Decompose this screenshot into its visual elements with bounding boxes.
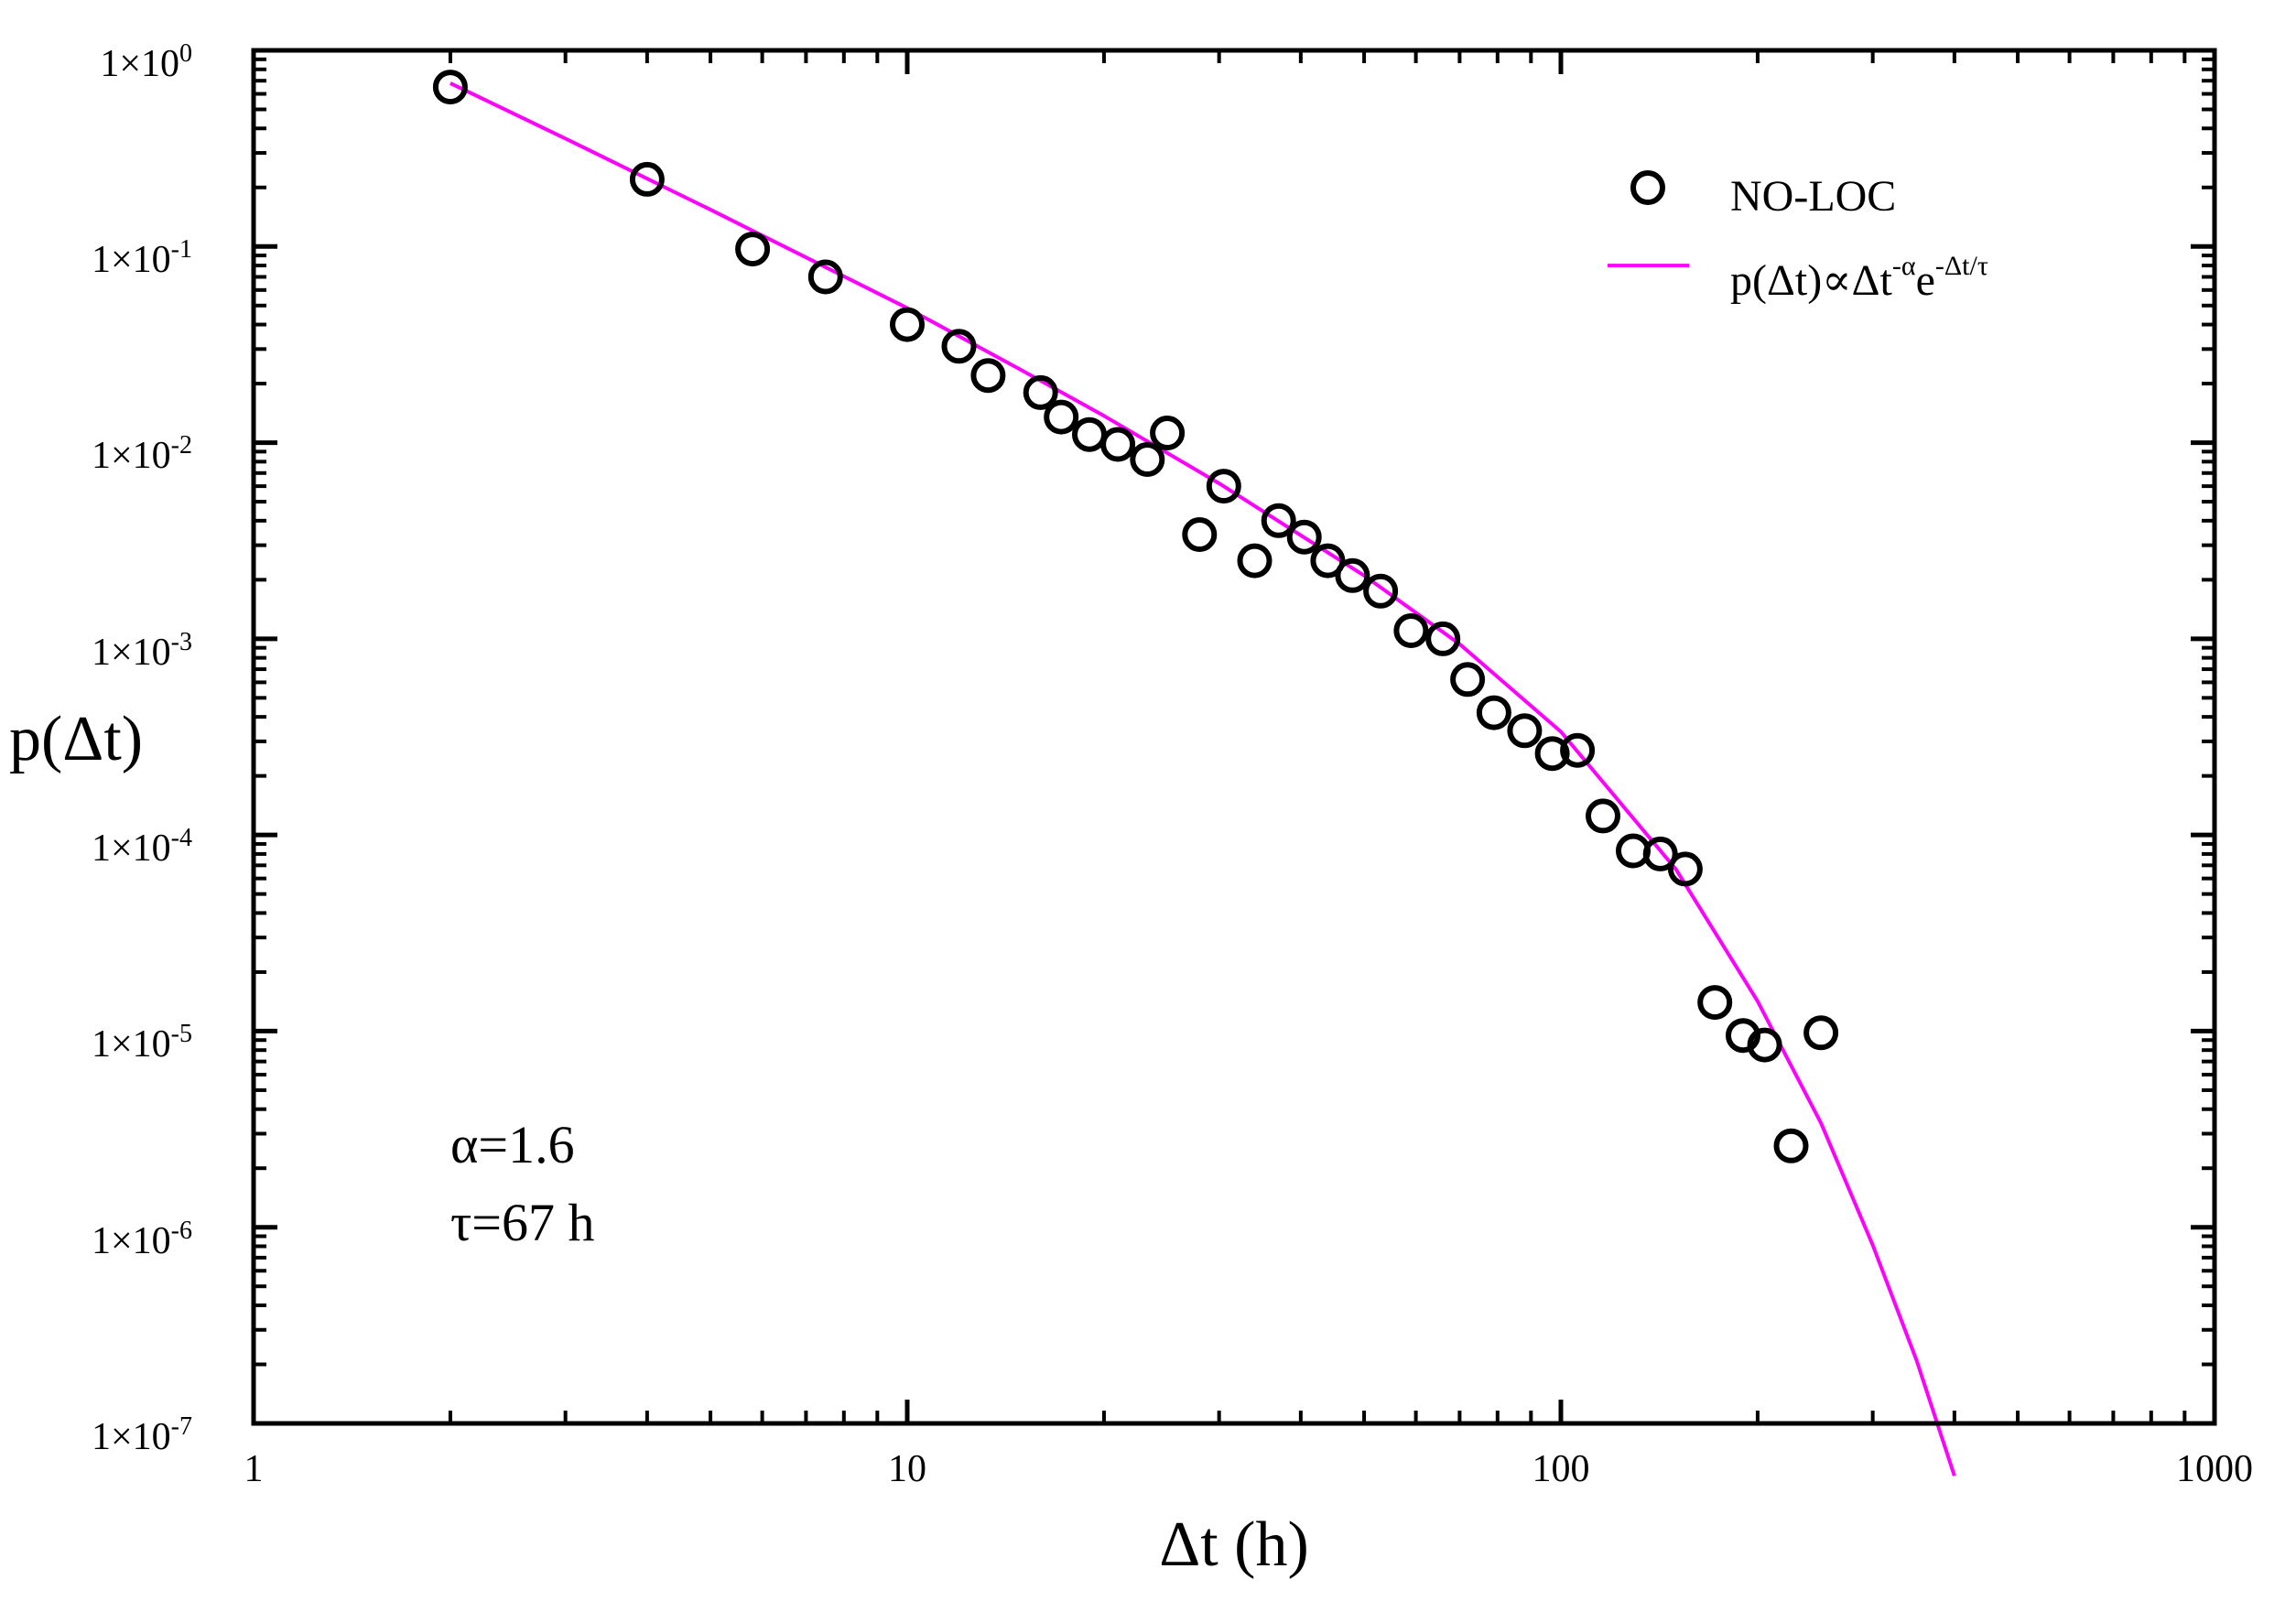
data-point [1130, 442, 1165, 477]
data-point [890, 307, 925, 342]
legend-marker-circle [1630, 170, 1665, 205]
y-tick-label: 1×10-3 [92, 628, 192, 674]
data-point [1726, 1018, 1760, 1054]
data-point [1534, 736, 1570, 772]
x-tick-label: 10 [888, 1448, 926, 1490]
data-point [735, 232, 771, 267]
y-tick-label: 1×100 [100, 39, 192, 85]
data-point [1286, 519, 1322, 555]
data-point [1560, 732, 1596, 768]
y-tick-label: 1×10-5 [92, 1020, 192, 1066]
data-point [1206, 469, 1241, 504]
data-point [1363, 573, 1399, 609]
data-point [1476, 695, 1511, 730]
data-point [432, 70, 468, 105]
parameter-annotations: α=1.6 τ=67 h [450, 1115, 595, 1252]
data-point [1335, 557, 1370, 593]
data-point [1261, 503, 1296, 538]
data-point [1642, 836, 1678, 871]
y-tick-label: 1×10-6 [92, 1217, 192, 1262]
data-point [1310, 543, 1346, 579]
x-tick-label: 1000 [2176, 1448, 2253, 1490]
x-tick-label: 100 [1532, 1448, 1590, 1490]
data-point [807, 259, 843, 295]
legend: NO-LOC p(Δt)∝Δt-αe-Δt/τ [1608, 170, 1988, 305]
data-point [970, 358, 1006, 394]
data-point [1425, 621, 1461, 656]
data-point [1044, 399, 1079, 435]
data-point [1393, 613, 1429, 648]
data-point [1100, 427, 1136, 462]
data-point [629, 161, 665, 197]
data-point [1747, 1027, 1782, 1063]
alpha-annotation: α=1.6 [450, 1115, 575, 1174]
fit-line-layer [449, 81, 1956, 1477]
data-point [1023, 374, 1058, 410]
plot-frame [251, 48, 2217, 1426]
data-point [1507, 713, 1543, 749]
y-tick-label: 1×10-1 [92, 235, 192, 281]
data-point [1773, 1128, 1809, 1163]
data-point [1450, 662, 1486, 698]
x-tick-label: 1 [244, 1448, 264, 1490]
data-point [1667, 851, 1703, 887]
data-point [941, 329, 977, 364]
legend-label-no-loc: NO-LOC [1730, 172, 1896, 221]
x-axis-title: Δt (h) [1159, 1509, 1309, 1580]
data-point [1237, 543, 1273, 579]
data-point [1697, 985, 1733, 1021]
y-tick-label: 1×10-7 [92, 1412, 192, 1458]
y-tick-labels: 1×100 1×10-1 1×10-2 1×10-3 1×10-4 1×10-5… [92, 39, 192, 1458]
fit-line [449, 81, 1956, 1477]
y-tick-label: 1×10-4 [92, 824, 192, 870]
y-tick-label: 1×10-2 [92, 431, 192, 477]
tau-annotation: τ=67 h [450, 1193, 595, 1252]
data-point [1150, 416, 1186, 450]
points-layer [432, 70, 1839, 1163]
legend-label-fit: p(Δt)∝Δt-αe-Δt/τ [1730, 251, 1988, 305]
y-axis-title: p(Δt) [9, 704, 143, 774]
data-point [1182, 517, 1218, 552]
data-point [1586, 798, 1620, 834]
data-point [1803, 1015, 1839, 1051]
x-tick-labels: 1 10 100 1000 [244, 1448, 2254, 1490]
